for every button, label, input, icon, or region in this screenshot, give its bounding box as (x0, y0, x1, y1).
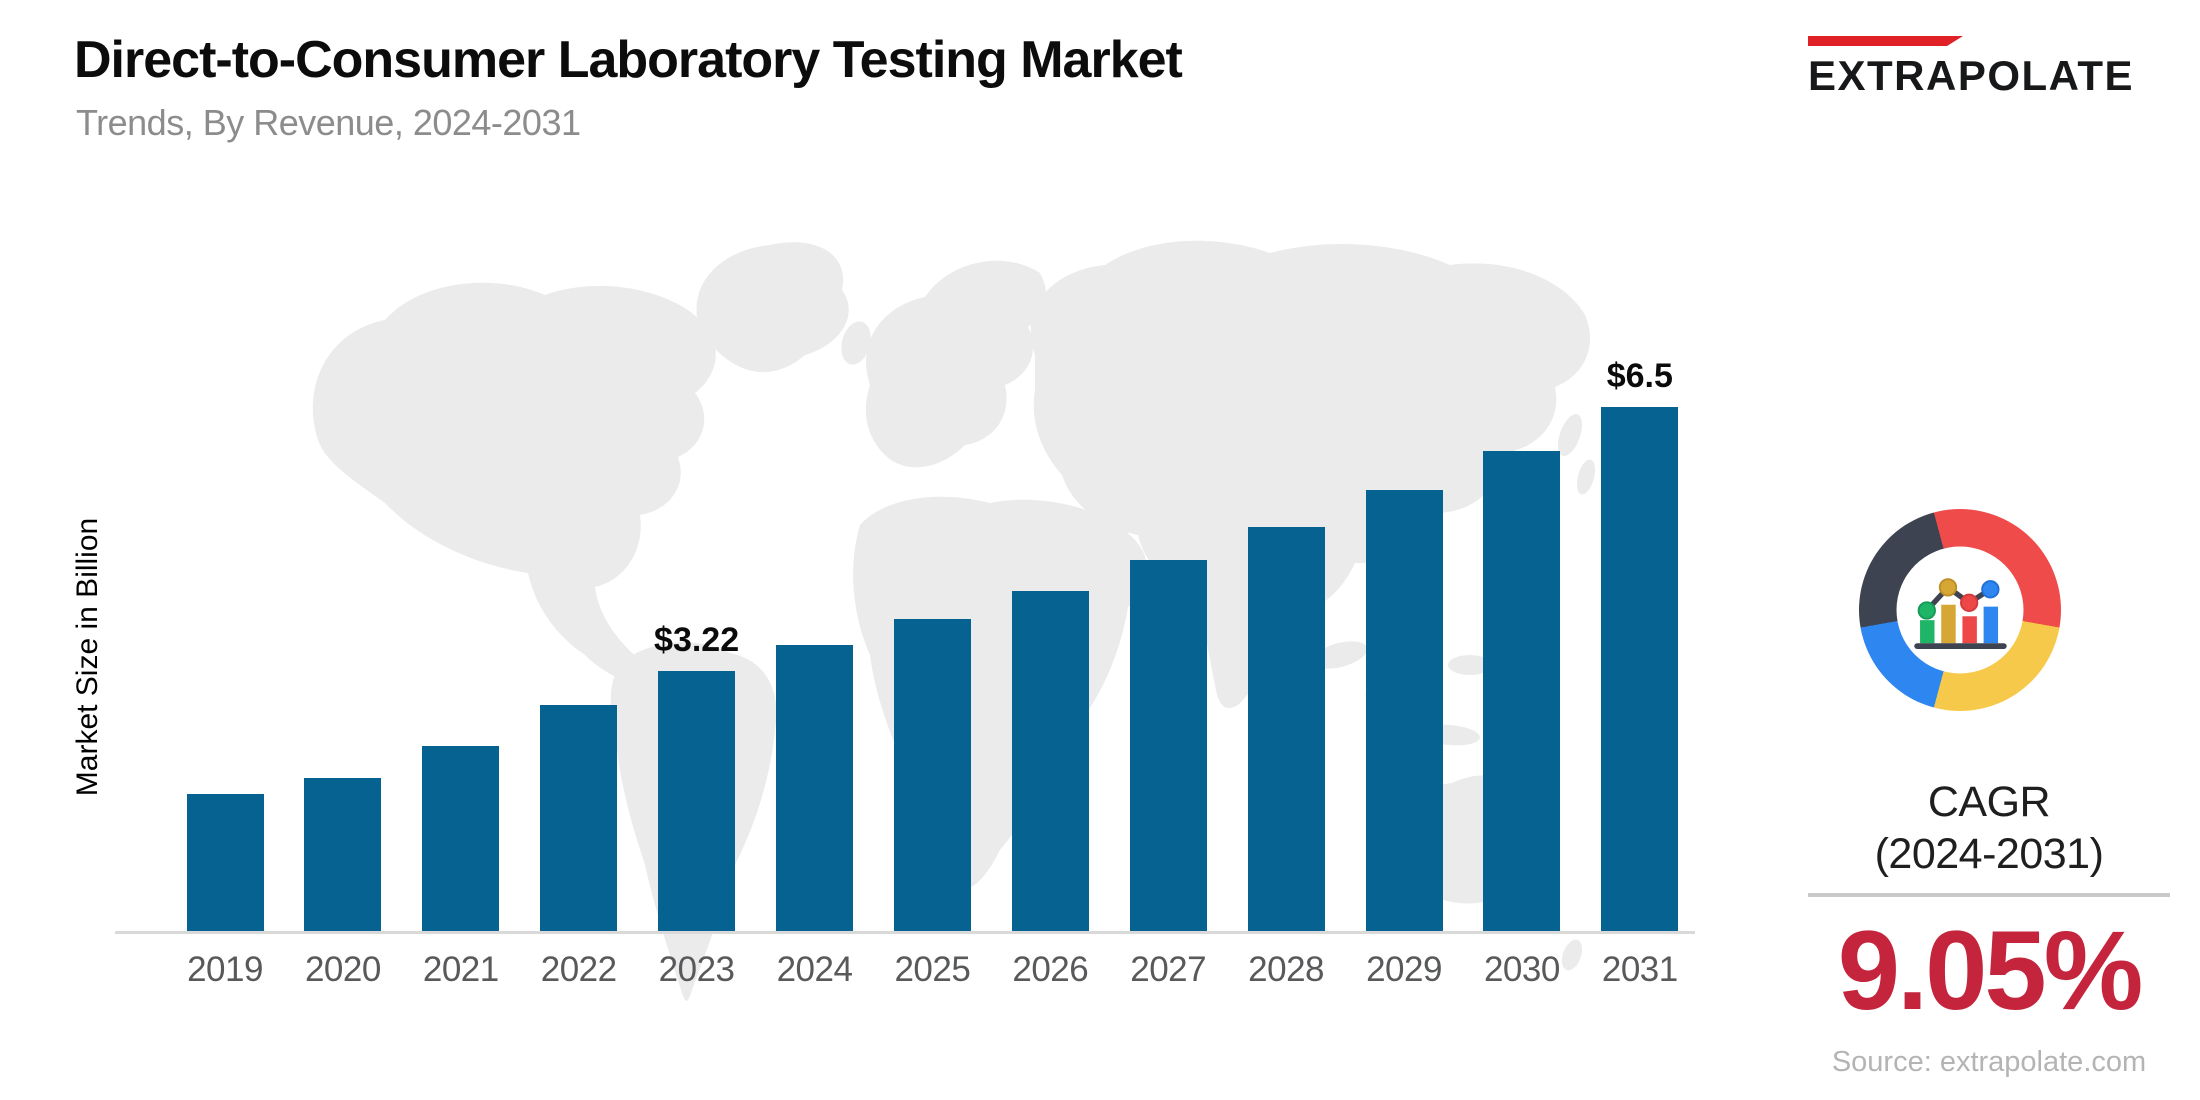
mini-dot-blue (1980, 579, 1999, 598)
bar-2031 (1601, 407, 1679, 931)
x-tick-2020: 2020 (304, 950, 381, 989)
continent-north-america (312, 282, 716, 691)
mini-dot-red (1959, 593, 1978, 612)
continent-europe (865, 260, 1047, 468)
x-tick-2029: 2029 (1366, 950, 1442, 989)
cagr-title-block: CAGR (2024-2031) (1808, 777, 2170, 880)
island-greenland (696, 242, 849, 373)
x-axis-line (115, 931, 1695, 934)
cagr-value: 9.05% (1837, 908, 2144, 1033)
bar-2025 (893, 619, 971, 931)
bar-2021 (422, 746, 500, 931)
x-tick-2024: 2024 (776, 950, 853, 989)
island-japan-2 (1576, 459, 1596, 495)
bar-2024 (776, 645, 853, 931)
island-japan-1 (1557, 414, 1583, 456)
panel-divider (1808, 893, 2170, 897)
brand-logo-accent-bar (1808, 36, 1963, 46)
island-new-zealand (1561, 939, 1583, 971)
bar-2022 (540, 705, 618, 931)
mini-dot-gold (1938, 577, 1957, 597)
data-label-2023: $3.22 (654, 621, 740, 659)
x-tick-2019: 2019 (187, 950, 263, 989)
mini-bar-blue (1983, 606, 1998, 643)
bar-2020 (304, 778, 382, 931)
cagr-donut-ring (1859, 509, 2061, 711)
x-tick-2031: 2031 (1601, 950, 1678, 989)
island-sulawesi (1448, 655, 1492, 675)
x-tick-2022: 2022 (540, 950, 617, 989)
bar-2030 (1483, 451, 1561, 931)
source-attribution: Source: extrapolate.com (1831, 1046, 2147, 1078)
bar-2027 (1129, 560, 1207, 931)
continent-asia (1030, 240, 1591, 709)
donut-hole (1896, 546, 2024, 674)
x-tick-2023: 2023 (658, 950, 735, 989)
bar-2023 (658, 671, 736, 931)
x-tick-2021: 2021 (422, 950, 499, 989)
cagr-label: CAGR (1927, 778, 2051, 826)
x-tick-2026: 2026 (1012, 950, 1089, 989)
bar-2019 (186, 794, 264, 931)
donut-bar-chart-icon (1913, 577, 2007, 649)
bar-2026 (1011, 591, 1089, 931)
mini-bar-red (1961, 615, 1977, 643)
brand-logo-text: EXTRAPOLATE (1808, 52, 2135, 99)
mini-bar-green (1919, 619, 1934, 643)
bar-2028 (1247, 527, 1325, 931)
bar-2029 (1365, 490, 1443, 931)
mini-dot-green (1917, 600, 1936, 620)
mini-baseline (1913, 642, 2007, 649)
x-tick-2027: 2027 (1130, 950, 1207, 989)
x-tick-2028: 2028 (1248, 950, 1325, 989)
mini-bar-gold (1940, 604, 1956, 643)
page-subtitle: Trends, By Revenue, 2024-2031 (76, 102, 581, 143)
y-axis-title: Market Size in Billion (71, 517, 104, 797)
island-sumatra (1312, 641, 1368, 669)
mini-trend-line (1923, 584, 1993, 613)
x-tick-2025: 2025 (894, 950, 971, 989)
data-label-2031: $6.5 (1606, 357, 1673, 395)
cagr-period: (2024-2031) (1874, 829, 2104, 878)
brand-logo: EXTRAPOLATE (1808, 36, 2170, 100)
page-title: Direct-to-Consumer Laboratory Testing Ma… (74, 31, 1183, 89)
x-tick-2030: 2030 (1483, 950, 1560, 989)
island-britain (841, 321, 871, 365)
